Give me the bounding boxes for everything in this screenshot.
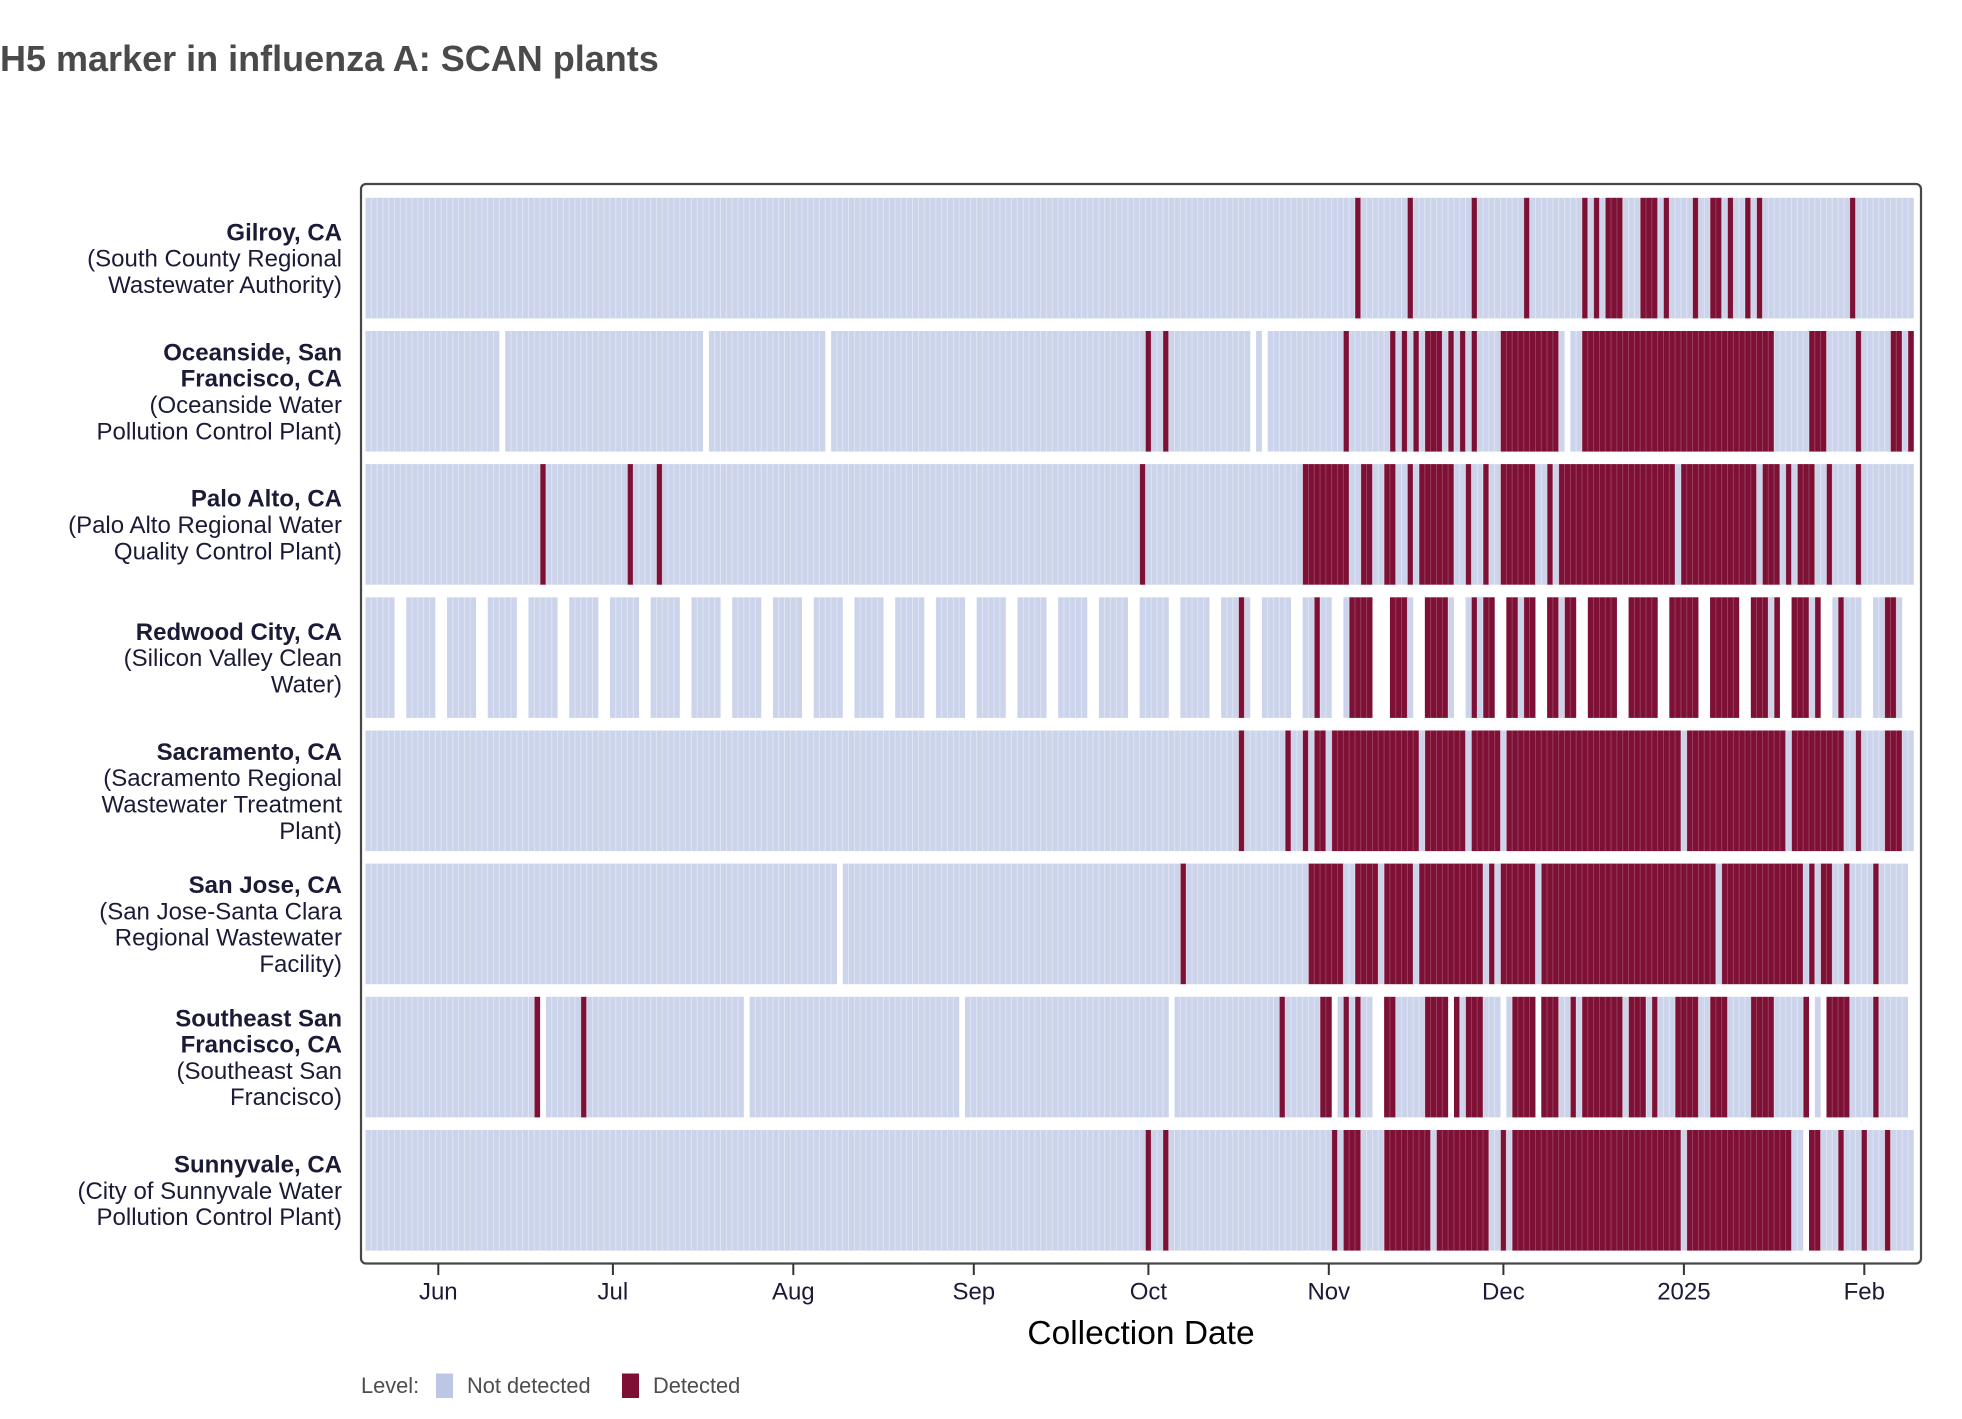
svg-text:Pollution Control Plant): Pollution Control Plant) [97,418,342,445]
svg-text:Detected: Detected [653,1373,740,1398]
svg-text:Feb: Feb [1844,1279,1885,1306]
svg-text:Jul: Jul [598,1279,629,1306]
svg-text:Plant): Plant) [279,818,342,845]
svg-text:Oct: Oct [1130,1279,1168,1306]
svg-text:(San Jose-Santa Clara: (San Jose-Santa Clara [99,898,342,925]
svg-text:H5 marker in influenza A: SCAN: H5 marker in influenza A: SCAN plants [0,38,659,79]
svg-text:2025: 2025 [1657,1279,1710,1306]
svg-text:Oceanside, San: Oceanside, San [163,339,342,366]
svg-text:Facility): Facility) [259,951,342,978]
svg-text:(South County Regional: (South County Regional [87,246,342,273]
svg-text:(Silicon Valley Clean: (Silicon Valley Clean [124,645,342,672]
svg-text:San Jose, CA: San Jose, CA [189,872,342,899]
svg-text:Francisco, CA: Francisco, CA [181,1032,342,1059]
svg-text:Redwood City, CA: Redwood City, CA [136,619,342,646]
svg-text:Sacramento, CA: Sacramento, CA [157,739,342,766]
svg-text:Sunnyvale, CA: Sunnyvale, CA [174,1152,342,1179]
svg-text:Wastewater Authority): Wastewater Authority) [108,272,342,299]
svg-text:(Palo Alto Regional Water: (Palo Alto Regional Water [68,512,342,539]
svg-text:Dec: Dec [1482,1279,1525,1306]
svg-text:Sep: Sep [952,1279,995,1306]
svg-text:Jun: Jun [419,1279,458,1306]
svg-text:(City of Sunnyvale Water: (City of Sunnyvale Water [77,1178,342,1205]
svg-text:Pollution Control Plant): Pollution Control Plant) [97,1204,342,1231]
svg-text:Francisco, CA: Francisco, CA [181,366,342,393]
svg-text:Aug: Aug [772,1279,815,1306]
svg-text:Nov: Nov [1307,1279,1350,1306]
svg-text:Wastewater Treatment: Wastewater Treatment [101,792,342,819]
svg-text:Quality Control Plant): Quality Control Plant) [114,538,342,565]
svg-text:(Southeast San: (Southeast San [177,1058,342,1085]
svg-text:(Oceanside Water: (Oceanside Water [149,392,342,419]
svg-text:Southeast San: Southeast San [175,1005,342,1032]
svg-text:Francisco): Francisco) [230,1084,342,1111]
svg-text:Regional Wastewater: Regional Wastewater [115,925,342,952]
svg-text:(Sacramento Regional: (Sacramento Regional [103,765,342,792]
svg-text:Level:: Level: [361,1373,419,1398]
svg-text:Not detected: Not detected [467,1373,591,1398]
svg-text:Palo Alto, CA: Palo Alto, CA [191,486,342,513]
svg-text:Water): Water) [271,672,342,699]
svg-text:Gilroy, CA: Gilroy, CA [226,219,342,246]
svg-text:Collection Date: Collection Date [1027,1315,1254,1352]
